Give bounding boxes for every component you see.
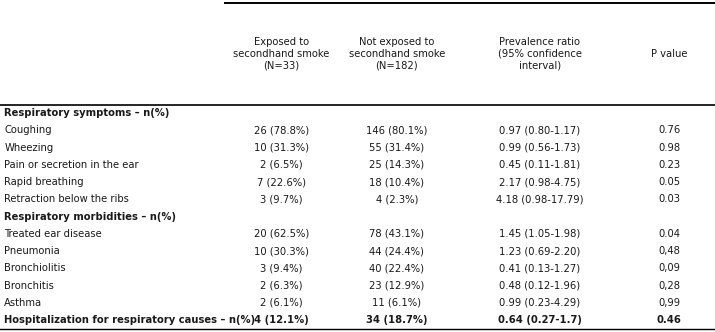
Text: Wheezing: Wheezing	[4, 143, 54, 153]
Text: 40 (22.4%): 40 (22.4%)	[370, 263, 424, 273]
Text: Retraction below the ribs: Retraction below the ribs	[4, 195, 129, 205]
Text: Pneumonia: Pneumonia	[4, 246, 60, 256]
Text: 3 (9.7%): 3 (9.7%)	[260, 195, 302, 205]
Text: Not exposed to
secondhand smoke
(N=182): Not exposed to secondhand smoke (N=182)	[349, 37, 445, 71]
Text: 2 (6.5%): 2 (6.5%)	[260, 160, 302, 170]
Text: 20 (62.5%): 20 (62.5%)	[254, 229, 309, 239]
Text: 0.05: 0.05	[659, 177, 680, 187]
Text: 10 (31.3%): 10 (31.3%)	[254, 143, 309, 153]
Text: 0.64 (0.27-1.7): 0.64 (0.27-1.7)	[498, 315, 582, 325]
Text: 0.99 (0.23-4.29): 0.99 (0.23-4.29)	[499, 298, 581, 308]
Text: 0.45 (0.11-1.81): 0.45 (0.11-1.81)	[499, 160, 581, 170]
Text: 7 (22.6%): 7 (22.6%)	[257, 177, 306, 187]
Text: Bronchiolitis: Bronchiolitis	[4, 263, 66, 273]
Text: Coughing: Coughing	[4, 125, 52, 135]
Text: 0.99 (0.56-1.73): 0.99 (0.56-1.73)	[499, 143, 581, 153]
Text: 2 (6.3%): 2 (6.3%)	[260, 281, 302, 290]
Text: 0.76: 0.76	[658, 125, 681, 135]
Text: Rapid breathing: Rapid breathing	[4, 177, 84, 187]
Text: 26 (78.8%): 26 (78.8%)	[254, 125, 309, 135]
Text: 3 (9.4%): 3 (9.4%)	[260, 263, 302, 273]
Text: 78 (43.1%): 78 (43.1%)	[370, 229, 424, 239]
Text: 4.18 (0.98-17.79): 4.18 (0.98-17.79)	[496, 195, 583, 205]
Text: Respiratory morbidities – n(%): Respiratory morbidities – n(%)	[4, 211, 177, 222]
Text: 11 (6.1%): 11 (6.1%)	[373, 298, 421, 308]
Text: 0.03: 0.03	[659, 195, 680, 205]
Text: 1.23 (0.69-2.20): 1.23 (0.69-2.20)	[499, 246, 581, 256]
Text: 0.04: 0.04	[659, 229, 680, 239]
Text: 0.98: 0.98	[659, 143, 680, 153]
Text: 0,09: 0,09	[659, 263, 680, 273]
Text: 2.17 (0.98-4.75): 2.17 (0.98-4.75)	[499, 177, 581, 187]
Text: Asthma: Asthma	[4, 298, 42, 308]
Text: 4 (12.1%): 4 (12.1%)	[254, 315, 309, 325]
Text: Treated ear disease: Treated ear disease	[4, 229, 102, 239]
Text: 55 (31.4%): 55 (31.4%)	[369, 143, 425, 153]
Text: 0.97 (0.80-1.17): 0.97 (0.80-1.17)	[499, 125, 581, 135]
Text: 44 (24.4%): 44 (24.4%)	[370, 246, 424, 256]
Text: P value: P value	[651, 49, 688, 59]
Text: 10 (30.3%): 10 (30.3%)	[254, 246, 309, 256]
Text: 1.45 (1.05-1.98): 1.45 (1.05-1.98)	[499, 229, 581, 239]
Text: 18 (10.4%): 18 (10.4%)	[370, 177, 424, 187]
Text: Pain or secretion in the ear: Pain or secretion in the ear	[4, 160, 139, 170]
Text: 0,48: 0,48	[659, 246, 680, 256]
Text: Hospitalization for respiratory causes – n(%): Hospitalization for respiratory causes –…	[4, 315, 255, 325]
Text: Respiratory symptoms – n(%): Respiratory symptoms – n(%)	[4, 108, 169, 118]
Text: 0.41 (0.13-1.27): 0.41 (0.13-1.27)	[499, 263, 581, 273]
Text: 146 (80.1%): 146 (80.1%)	[366, 125, 428, 135]
Text: 25 (14.3%): 25 (14.3%)	[369, 160, 425, 170]
Text: Prevalence ratio
(95% confidence
interval): Prevalence ratio (95% confidence interva…	[498, 37, 582, 71]
Text: Exposed to
secondhand smoke
(N=33): Exposed to secondhand smoke (N=33)	[233, 37, 330, 71]
Text: 0.46: 0.46	[657, 315, 681, 325]
Text: Bronchitis: Bronchitis	[4, 281, 54, 290]
Text: 4 (2.3%): 4 (2.3%)	[375, 195, 418, 205]
Text: 23 (12.9%): 23 (12.9%)	[369, 281, 425, 290]
Text: 0.48 (0.12-1.96): 0.48 (0.12-1.96)	[499, 281, 581, 290]
Text: 0,99: 0,99	[659, 298, 680, 308]
Text: 0,28: 0,28	[659, 281, 680, 290]
Text: 0.23: 0.23	[659, 160, 680, 170]
Text: 2 (6.1%): 2 (6.1%)	[260, 298, 302, 308]
Text: 34 (18.7%): 34 (18.7%)	[366, 315, 428, 325]
